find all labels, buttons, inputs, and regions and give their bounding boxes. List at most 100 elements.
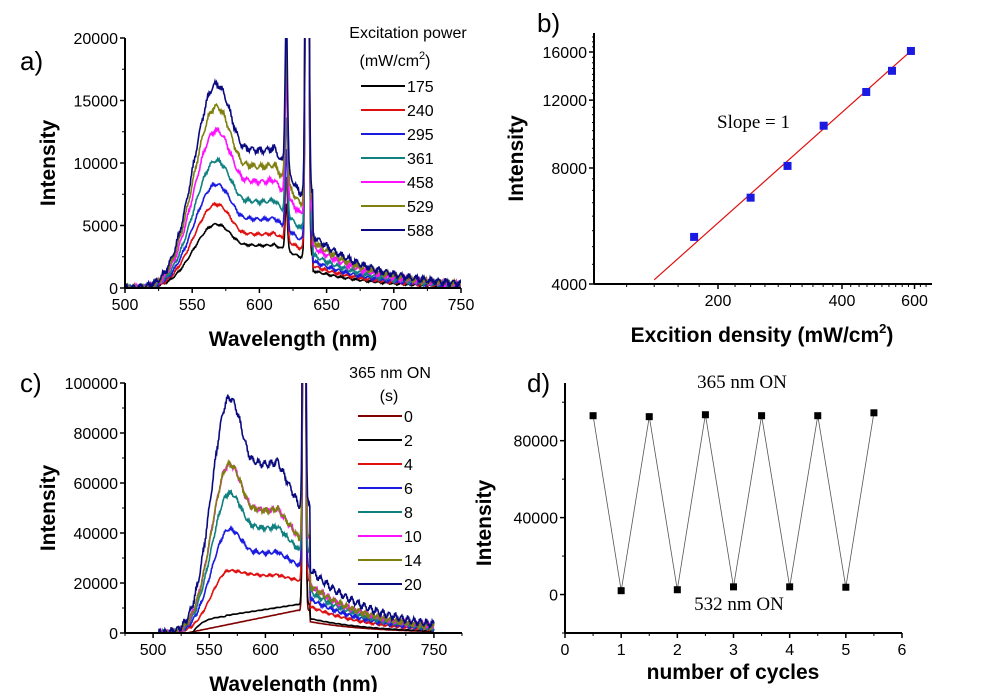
slope-annotation: Slope = 1 [717,112,790,133]
data-point [645,413,653,421]
x-tick-label: 600 [901,293,928,310]
fit-line [653,49,912,281]
x-tick-label: 500 [140,642,167,659]
x-tick-label: 4 [785,642,794,659]
legend-label: 8 [404,505,413,522]
x-tick-label: 0 [561,642,570,659]
y-tick-label: 5000 [82,219,118,236]
data-point [758,412,766,420]
x-tick-label: 400 [829,293,856,310]
data-point [673,586,681,594]
y-tick-label: 0 [109,281,118,298]
data-point [701,411,709,419]
legend-unit: (mW/cm2) [360,50,431,70]
y-tick-label: 20000 [74,576,119,593]
legend-label: 2 [404,433,413,450]
plot-area [125,38,461,288]
series-line-0 [158,383,434,633]
x-axis-label-close: ) [886,324,893,347]
data-point [690,232,699,241]
x-tick-label: 750 [421,642,448,659]
panel-d: 0 1 2 3 4 5 6 0 40000 80000 365 nm ON 532 nm ON numb… [473,368,907,684]
annotation-365-on: 365 nm ON [697,372,787,393]
legend-label: 361 [407,151,434,168]
data-point [617,587,625,595]
y-tick-label: 12000 [543,93,588,110]
legend-unit-sup: 2 [419,50,425,62]
legend-label: 588 [407,223,434,240]
data-point [819,121,828,130]
x-tick-label: 5 [841,642,850,659]
x-axis-label: Excition density (mW/cm2) [631,321,894,347]
x-tick-label: 550 [179,297,206,314]
x-axis-label-sup: 2 [879,321,886,336]
y-tick-label: 40000 [514,511,559,528]
data-point [783,161,792,170]
series-line-240 [125,38,461,288]
x-tick-label: 700 [364,642,391,659]
y-tick-label: 10000 [74,156,119,173]
legend-label: 529 [407,199,434,216]
data-point [786,583,794,591]
series-line-20 [157,383,435,633]
x-tick-label: 700 [380,297,407,314]
x-tick-label: 2 [673,642,682,659]
legend-unit-close: ) [425,53,430,70]
data-point [814,412,822,420]
y-tick-label: 8000 [551,161,587,178]
y-tick-label: 80000 [514,434,559,451]
legend-label: 175 [407,79,434,96]
x-axis-label-unit: (mW/cm [797,324,879,347]
data-point [730,583,737,591]
series-line-6 [158,383,435,633]
series-line-10 [158,383,435,633]
annotation-532-on: 532 nm ON [694,594,784,615]
x-tick-label: 200 [705,293,732,310]
y-axis-label: Intensity [37,120,60,207]
panel-a: 500 550 600 650 700 750 0 5000 10000 15000 20000 Wa… [20,25,475,351]
x-tick-label: 750 [448,297,475,314]
x-axis-label: Wavelength (nm) [209,328,377,351]
cycle-line [592,412,875,591]
legend-title: 365 nm ON [349,365,431,382]
legend-label: 14 [404,553,422,570]
panel-label: d) [527,368,550,398]
data-point [589,412,597,420]
x-axis-label: number of cycles [647,661,820,684]
data-point [888,66,897,75]
y-tick-label: 100000 [65,376,118,393]
plot-area [157,383,435,633]
x-tick-label: 650 [308,642,335,659]
series-line-4 [158,383,435,633]
data-point [870,409,878,417]
legend-label: 6 [404,481,413,498]
data-point [862,87,871,96]
series-line-8 [158,383,435,633]
panel-b: 200 400 600 4000 8000 12000 16000 Slope = 1 Exci… [505,8,932,347]
y-tick-label: 0 [109,626,118,643]
y-axis-label: Intensity [505,115,528,202]
x-tick-label: 1 [617,642,626,659]
series-line-588 [125,38,461,288]
legend-unit: (s) [380,388,399,405]
legend: Excitation power (mW/cm2) 175 240 295 361 458 5… [349,25,467,240]
panel-label: b) [537,8,560,38]
data-point [746,193,755,202]
legend: 365 nm ON (s) 0 2 4 6 8 10 14 20 [349,365,431,594]
y-axis-label: Intensity [37,465,60,552]
data-point [906,46,915,55]
y-tick-label: 60000 [74,476,119,493]
legend-label: 295 [407,127,434,144]
panel-c: 500 550 600 650 700 750 0 20000 40000 60000 80000 1… [20,365,463,692]
legend-label: 4 [404,457,413,474]
x-tick-label: 500 [112,297,139,314]
x-tick-label: 550 [196,642,223,659]
legend-label: 240 [407,103,434,120]
panel-label: c) [20,368,42,398]
x-tick-label: 3 [729,642,738,659]
x-tick-label: 650 [313,297,340,314]
x-axis-label-main: Excition density [631,324,798,347]
x-tick-label: 600 [246,297,273,314]
